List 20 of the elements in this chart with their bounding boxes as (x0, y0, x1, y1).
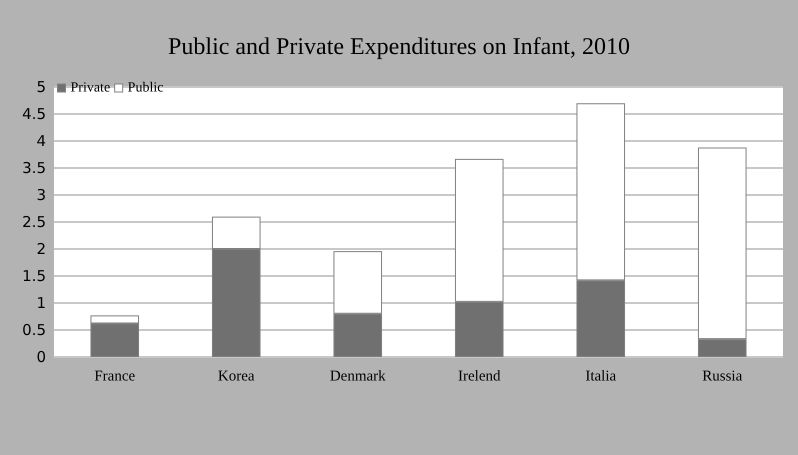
y-tick-label: 4 (36, 132, 46, 150)
legend-label: Private (70, 80, 110, 96)
x-tick-label: Russia (702, 368, 743, 384)
x-tick-label: Denmark (330, 368, 386, 384)
y-tick-label: 0 (36, 348, 46, 366)
y-tick-label: 0.5 (22, 321, 46, 339)
x-tick-label: France (94, 368, 136, 384)
chart-title: Public and Private Expenditures on Infant, 2010 (168, 34, 630, 60)
y-tick-label: 3.5 (22, 159, 46, 177)
legend-label: Public (128, 80, 164, 96)
y-tick-label: 2.5 (22, 213, 46, 231)
x-tick-label: Irelend (458, 368, 501, 384)
y-tick-label: 3 (36, 186, 46, 204)
y-tick-label: 1 (36, 294, 46, 312)
x-tick-label: Italia (585, 368, 616, 384)
y-tick-label: 5 (36, 78, 46, 96)
y-tick-label: 4.5 (22, 105, 46, 123)
y-tick-label: 2 (36, 240, 46, 258)
y-tick-label: 1.5 (22, 267, 46, 285)
x-tick-label: Korea (218, 368, 255, 384)
